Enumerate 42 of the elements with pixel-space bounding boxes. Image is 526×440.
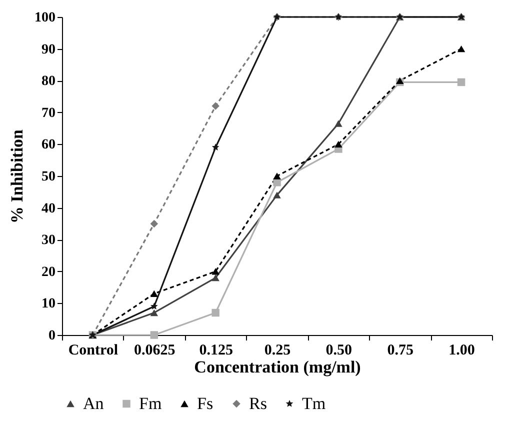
point [212,274,220,282]
y-tick-label: 50 [42,170,56,184]
y-tick-label: 80 [42,74,56,90]
point [273,192,281,198]
y-tick-label: 100 [34,10,56,26]
legend-label: Fs [197,394,214,413]
x-tick-label: Control [68,342,118,358]
point [457,78,466,86]
point [150,309,158,316]
y-tick-label: 10 [42,296,56,312]
point [212,102,220,110]
x-tick-label: 0.0625 [134,342,176,358]
point [150,220,158,228]
point [212,144,220,151]
y-tick-label: 70 [42,106,56,121]
point [334,120,342,127]
legend-label: Rs [249,394,267,413]
x-tick-label: 0.25 [264,342,291,358]
y-axis-title: % Inhibition [8,128,26,224]
point [273,172,281,180]
y-tick-label: 20 [42,264,56,280]
x-tick-label: 0.125 [199,342,233,358]
point [150,302,158,310]
x-tick-label: 0.50 [326,342,352,358]
y-tick-label: 60 [42,138,56,153]
point [212,308,220,317]
point [150,331,158,339]
point [457,45,466,52]
y-tick-label: 30 [42,233,56,248]
point [396,77,404,84]
y-tick-label: 90 [42,42,56,58]
y-tick-label: 40 [42,201,56,216]
legend-label: An [83,394,104,413]
x-tick-label: 0.75 [387,342,414,358]
y-tick-label: 0 [48,328,56,344]
legend-label: Fm [139,394,162,413]
x-tick-label: 1.00 [448,342,475,358]
point [212,268,220,275]
point [334,140,342,148]
legend-label: Tm [302,394,326,413]
point [150,290,158,298]
x-axis-title: Concentration (mg/ml) [194,358,361,376]
